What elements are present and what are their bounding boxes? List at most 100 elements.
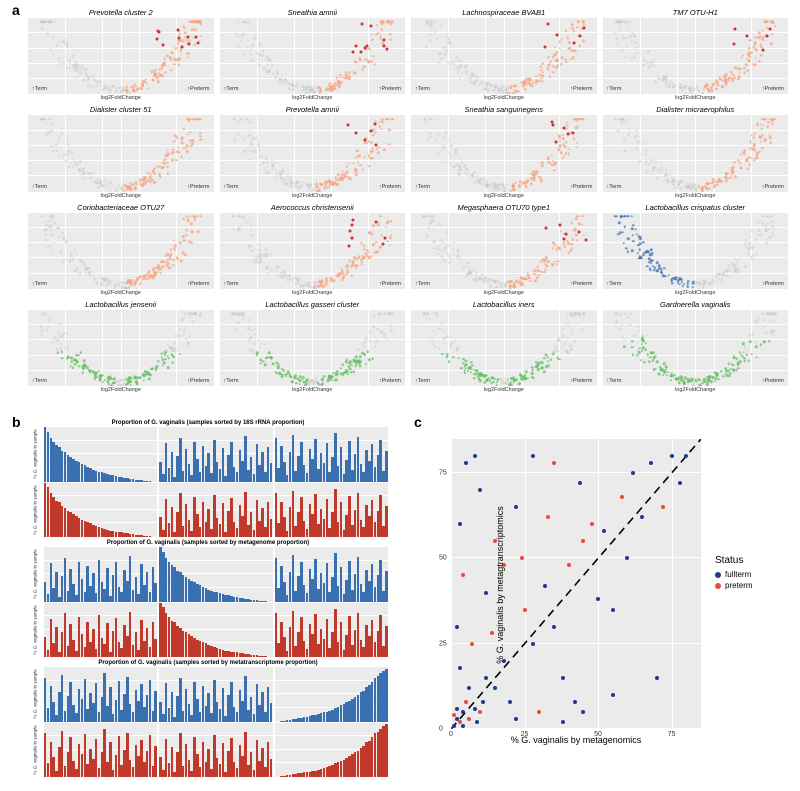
preterm-label: ↑Preterm — [187, 184, 209, 190]
term-label: ↑Term — [415, 378, 430, 384]
scatter-point — [590, 522, 594, 526]
volcano-title: Lachnospiraceae BVAB1 — [462, 8, 545, 17]
volcano-plot: -log10(padj)Prevotella cluster 2↑Term↑Pr… — [28, 8, 214, 101]
volcano-title: Prevotella cluster 2 — [89, 8, 153, 17]
volcano-title: Lactobacillus jensenii — [85, 300, 156, 309]
xlabel: log2FoldChange — [292, 387, 332, 393]
xlabel: log2FoldChange — [292, 95, 332, 101]
preterm-label: ↑Preterm — [379, 86, 401, 92]
b-cell — [159, 547, 272, 602]
volcano-area: ↑Term↑Preterm — [411, 213, 597, 289]
xlabel: log2FoldChange — [675, 193, 715, 199]
volcano-area: ↑Term↑Preterm — [220, 115, 406, 191]
scatter-point — [531, 454, 535, 458]
volcano-area: ↑Term↑Preterm — [603, 115, 789, 191]
b-cell — [275, 427, 388, 482]
term-label: ↑Term — [224, 378, 239, 384]
volcano-plot: -log10(padj)Aerococcus christensenii↑Ter… — [220, 203, 406, 296]
scatter-point — [531, 642, 535, 646]
volcano-title: Coriobacteriaceae OTU27 — [77, 203, 164, 212]
c-xlabel: % G. vaginalis by metagenomics — [451, 735, 701, 745]
b-cell — [159, 427, 272, 482]
scatter-point — [611, 608, 615, 612]
volcano-plot: -log10(padj)TM7 OTU-H1↑Term↑Pretermlog2F… — [603, 8, 789, 101]
tick-y: 75 — [439, 470, 447, 477]
b-row: % G. vaginalis in sample — [28, 603, 388, 658]
xlabel: log2FoldChange — [292, 193, 332, 199]
legend-swatch — [715, 572, 721, 578]
xlabel: log2FoldChange — [675, 387, 715, 393]
scatter-point — [514, 505, 518, 509]
scatter-point — [470, 642, 474, 646]
scatter-point — [543, 584, 547, 588]
volcano-plot: -log10(padj)Prevotella amnii↑Term↑Preter… — [220, 105, 406, 198]
scatter-point — [490, 631, 494, 635]
scatter-point — [484, 591, 488, 595]
scatter-point — [561, 720, 565, 724]
volcano-plot: -log10(padj)Lactobacillus crispatus clus… — [603, 203, 789, 296]
volcano-title: Lactobacillus iners — [473, 300, 535, 309]
volcano-title: TM7 OTU-H1 — [673, 8, 718, 17]
b-row: % G. vaginalis in sample — [28, 547, 388, 602]
volcano-area: ↑Term↑Preterm — [603, 18, 789, 94]
xlabel: log2FoldChange — [484, 193, 524, 199]
scatter-point — [478, 710, 482, 714]
xlabel: log2FoldChange — [675, 290, 715, 296]
scatter-point — [481, 700, 485, 704]
preterm-label: ↑Preterm — [762, 86, 784, 92]
b-cell — [44, 667, 157, 722]
volcano-plot: -log10(padj)Sneathia sanguinegens↑Term↑P… — [411, 105, 597, 198]
tick-x: 0 — [449, 731, 453, 738]
scatter-point — [602, 529, 606, 533]
term-label: ↑Term — [607, 184, 622, 190]
volcano-plot: -log10(padj)Lactobacillus jensenii↑Term↑… — [28, 300, 214, 393]
b-group: Proportion of G. vaginalis (samples sort… — [28, 660, 388, 778]
legend-title: Status — [715, 555, 753, 566]
volcano-title: Prevotella amnii — [286, 105, 339, 114]
volcano-plot: -log10(padj)Lactobacillus gasseri cluste… — [220, 300, 406, 393]
volcano-plot: -log10(padj)Coriobacteriaceae OTU27↑Term… — [28, 203, 214, 296]
scatter-point — [514, 717, 518, 721]
b-cell — [44, 547, 157, 602]
legend-item: preterm — [715, 581, 753, 590]
scatter-point — [478, 488, 482, 492]
xlabel: log2FoldChange — [484, 290, 524, 296]
scatter-point — [464, 461, 468, 465]
scatter-point — [567, 563, 571, 567]
b-cell — [159, 723, 272, 778]
tick-x: 75 — [668, 731, 676, 738]
volcano-area: ↑Term↑Preterm — [28, 18, 214, 94]
volcano-plot: -log10(padj)Dialister micraerophilus↑Ter… — [603, 105, 789, 198]
b-cell — [159, 603, 272, 658]
scatter-point — [461, 724, 465, 728]
volcano-plot: -log10(padj)Lachnospiraceae BVAB1↑Term↑P… — [411, 8, 597, 101]
scatter-point — [455, 707, 459, 711]
term-label: ↑Term — [415, 184, 430, 190]
b-row: % G. vaginalis in sample — [28, 483, 388, 538]
legend-item: fullterm — [715, 570, 753, 579]
scatter-point — [458, 522, 462, 526]
c-legend: Status fullterm preterm — [715, 555, 753, 592]
preterm-label: ↑Preterm — [187, 378, 209, 384]
preterm-label: ↑Preterm — [187, 281, 209, 287]
volcano-area: ↑Term↑Preterm — [603, 213, 789, 289]
b-cell — [275, 603, 388, 658]
b-ylabel: % G. vaginalis in sample — [28, 547, 42, 602]
panel-c: % G. vaginalis by metagenomics % G. vagi… — [425, 435, 790, 770]
scatter-point — [596, 597, 600, 601]
scatter-point — [467, 717, 471, 721]
xlabel: log2FoldChange — [484, 387, 524, 393]
scatter-point — [473, 707, 477, 711]
preterm-label: ↑Preterm — [570, 184, 592, 190]
scatter-point — [537, 710, 541, 714]
preterm-label: ↑Preterm — [762, 281, 784, 287]
b-cell — [44, 723, 157, 778]
volcano-area: ↑Term↑Preterm — [220, 213, 406, 289]
term-label: ↑Term — [32, 184, 47, 190]
scatter-point — [452, 713, 456, 717]
term-label: ↑Term — [32, 281, 47, 287]
term-label: ↑Term — [415, 281, 430, 287]
b-row: % G. vaginalis in sample — [28, 667, 388, 722]
b-cell — [159, 483, 272, 538]
term-label: ↑Term — [224, 281, 239, 287]
